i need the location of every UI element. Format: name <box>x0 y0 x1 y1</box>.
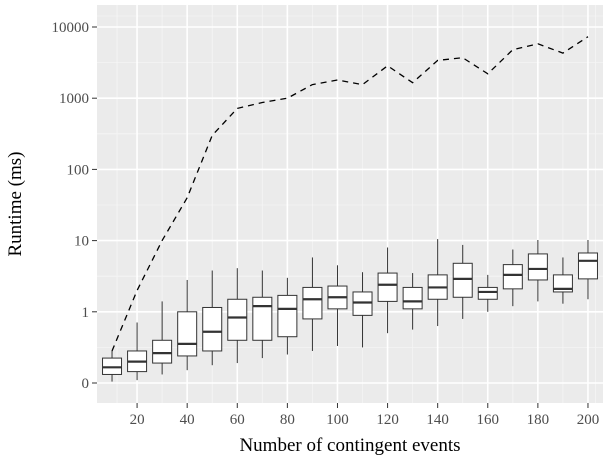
box-iqr <box>477 286 498 300</box>
x-tick-label: 60 <box>230 412 245 428</box>
box-iqr <box>227 298 248 341</box>
box-iqr <box>577 252 598 280</box>
x-tick-label: 180 <box>527 412 550 428</box>
boxplot <box>377 247 398 334</box>
box-iqr <box>352 291 373 316</box>
boxplot <box>227 268 248 364</box>
y-tick-label: 1000 <box>59 91 89 107</box>
boxplot <box>277 277 298 355</box>
box-iqr <box>402 286 423 310</box>
boxplot <box>577 239 598 300</box>
box-iqr <box>277 294 298 338</box>
boxplot <box>427 239 448 327</box>
box-iqr <box>527 253 548 281</box>
x-tick-label: 140 <box>426 412 449 428</box>
box-iqr <box>202 306 223 352</box>
x-tick-label: 200 <box>577 412 600 428</box>
boxplots <box>102 239 598 382</box>
y-tick-label: 1 <box>82 305 90 321</box>
x-tick-label: 40 <box>180 412 195 428</box>
box-iqr <box>152 339 173 364</box>
boxplot <box>127 322 148 381</box>
x-tick-label: 160 <box>477 412 500 428</box>
box-iqr <box>252 296 273 341</box>
y-axis: 0 1 10 100 1000 10000 <box>52 20 97 392</box>
x-tick-label: 80 <box>280 412 295 428</box>
boxplot <box>552 257 573 304</box>
boxplot <box>252 270 273 359</box>
box-iqr <box>377 272 398 302</box>
y-tick-label: 10000 <box>52 20 90 36</box>
x-axis: 20 40 60 80 100 120 140 160 180 200 <box>130 403 600 428</box>
boxplot <box>452 244 473 319</box>
boxplot <box>327 265 348 346</box>
y-tick-label: 100 <box>67 162 90 178</box>
box-iqr <box>502 264 523 290</box>
boxplot <box>477 274 498 312</box>
boxplot <box>177 279 198 371</box>
box-iqr <box>552 274 573 293</box>
boxplot <box>202 270 223 366</box>
x-tick-label: 120 <box>376 412 399 428</box>
x-axis-title: Number of contingent events <box>239 435 460 456</box>
y-tick-label: 0 <box>82 376 90 392</box>
box-iqr <box>452 262 473 298</box>
dashed-series-line <box>111 36 589 352</box>
boxplot <box>502 249 523 307</box>
y-tick-label: 10 <box>74 234 89 250</box>
plot-panel <box>97 5 603 403</box>
x-tick-label: 20 <box>130 412 145 428</box>
box-iqr <box>302 286 323 320</box>
grid-minor <box>97 5 603 403</box>
box-iqr <box>177 311 198 357</box>
boxplot <box>152 301 173 375</box>
boxplot <box>302 257 323 351</box>
boxplot <box>527 239 548 302</box>
x-tick-label: 100 <box>326 412 349 428</box>
y-axis-title: Runtime (ms) <box>5 151 26 256</box>
boxplot <box>102 350 123 382</box>
boxplot <box>402 273 423 330</box>
boxplot <box>352 272 373 348</box>
